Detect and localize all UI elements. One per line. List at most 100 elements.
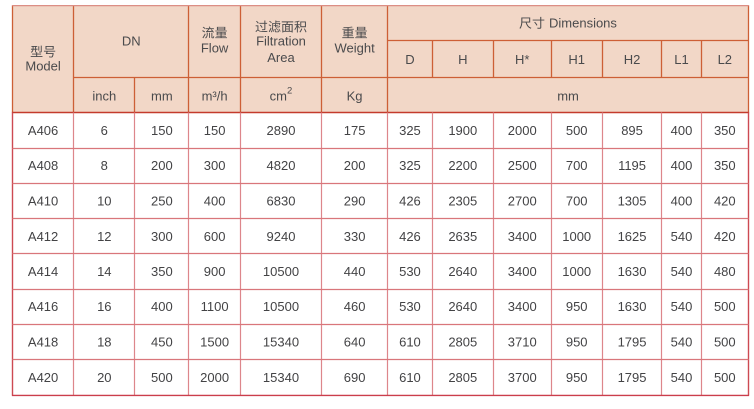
svg-text:250: 250 (151, 194, 173, 209)
svg-text:300: 300 (204, 158, 226, 173)
svg-text:325: 325 (399, 158, 421, 173)
svg-text:540: 540 (671, 335, 693, 350)
svg-text:10: 10 (97, 194, 111, 209)
svg-text:300: 300 (151, 229, 173, 244)
svg-text:2805: 2805 (448, 370, 477, 385)
svg-text:1625: 1625 (618, 229, 647, 244)
svg-text:1900: 1900 (448, 123, 477, 138)
svg-text:540: 540 (671, 370, 693, 385)
svg-text:540: 540 (671, 264, 693, 279)
svg-text:1000: 1000 (562, 229, 591, 244)
svg-text:A412: A412 (28, 229, 58, 244)
svg-text:350: 350 (714, 158, 736, 173)
svg-text:700: 700 (566, 158, 588, 173)
svg-text:1195: 1195 (618, 158, 646, 173)
svg-text:2635: 2635 (448, 229, 477, 244)
svg-text:175: 175 (344, 123, 366, 138)
svg-text:H*: H* (515, 52, 529, 67)
svg-text:610: 610 (399, 335, 421, 350)
svg-text:15340: 15340 (263, 335, 299, 350)
svg-text:L1: L1 (674, 52, 688, 67)
svg-text:9240: 9240 (267, 229, 296, 244)
svg-text:500: 500 (714, 335, 736, 350)
svg-text:2000: 2000 (508, 123, 537, 138)
svg-text:3400: 3400 (508, 264, 537, 279)
svg-text:4820: 4820 (267, 158, 296, 173)
svg-text:950: 950 (566, 370, 588, 385)
svg-text:Area: Area (267, 50, 295, 65)
svg-text:150: 150 (151, 123, 173, 138)
svg-text:480: 480 (714, 264, 736, 279)
svg-text:200: 200 (344, 158, 366, 173)
svg-text:12: 12 (97, 229, 111, 244)
svg-text:A416: A416 (28, 299, 58, 314)
svg-text:400: 400 (671, 158, 693, 173)
svg-text:3400: 3400 (508, 299, 537, 314)
svg-text:420: 420 (714, 194, 736, 209)
svg-text:426: 426 (399, 229, 421, 244)
svg-text:Filtration: Filtration (256, 34, 306, 49)
svg-text:3700: 3700 (508, 370, 537, 385)
svg-text:Flow: Flow (201, 41, 229, 56)
svg-text:2200: 2200 (448, 158, 477, 173)
svg-text:2640: 2640 (448, 299, 477, 314)
svg-text:950: 950 (566, 335, 588, 350)
svg-text:DN: DN (122, 34, 141, 49)
svg-text:inch: inch (92, 88, 116, 103)
svg-text:900: 900 (204, 264, 226, 279)
svg-text:A418: A418 (28, 335, 58, 350)
svg-text:A414: A414 (28, 264, 58, 279)
svg-text:1100: 1100 (201, 299, 229, 314)
svg-text:500: 500 (714, 370, 736, 385)
svg-text:3710: 3710 (508, 335, 537, 350)
svg-text:400: 400 (151, 299, 173, 314)
svg-text:200: 200 (151, 158, 173, 173)
svg-text:540: 540 (671, 299, 693, 314)
svg-text:10500: 10500 (263, 299, 299, 314)
svg-text:H2: H2 (624, 52, 641, 67)
svg-text:10500: 10500 (263, 264, 299, 279)
svg-text:440: 440 (344, 264, 366, 279)
svg-text:1305: 1305 (618, 194, 647, 209)
svg-text:1795: 1795 (618, 335, 647, 350)
svg-text:450: 450 (151, 335, 173, 350)
svg-text:20: 20 (97, 370, 111, 385)
svg-text:150: 150 (204, 123, 226, 138)
svg-text:3400: 3400 (508, 229, 537, 244)
svg-text:530: 530 (399, 264, 421, 279)
svg-text:6: 6 (101, 123, 108, 138)
svg-text:2890: 2890 (267, 123, 296, 138)
svg-text:8: 8 (101, 158, 108, 173)
svg-text:A410: A410 (28, 194, 58, 209)
svg-text:2640: 2640 (448, 264, 477, 279)
svg-text:L2: L2 (718, 52, 732, 67)
svg-text:1000: 1000 (562, 264, 591, 279)
svg-text:610: 610 (399, 370, 421, 385)
svg-text:2500: 2500 (508, 158, 537, 173)
svg-text:1795: 1795 (618, 370, 647, 385)
svg-text:330: 330 (344, 229, 366, 244)
svg-text:640: 640 (344, 335, 366, 350)
svg-text:690: 690 (344, 370, 366, 385)
svg-text:Weight: Weight (334, 41, 375, 56)
svg-text:1500: 1500 (200, 335, 229, 350)
svg-text:cm2: cm2 (270, 86, 293, 104)
svg-text:Model: Model (25, 59, 61, 74)
svg-text:500: 500 (151, 370, 173, 385)
svg-text:14: 14 (97, 264, 111, 279)
svg-text:325: 325 (399, 123, 421, 138)
svg-text:H: H (458, 52, 467, 67)
svg-text:500: 500 (714, 299, 736, 314)
svg-text:700: 700 (566, 194, 588, 209)
svg-text:6830: 6830 (267, 194, 296, 209)
svg-text:350: 350 (714, 123, 736, 138)
svg-text:Dimensions: Dimensions (549, 16, 617, 31)
svg-text:420: 420 (714, 229, 736, 244)
svg-text:400: 400 (671, 123, 693, 138)
svg-text:1630: 1630 (618, 264, 647, 279)
svg-text:1630: 1630 (618, 299, 647, 314)
svg-text:600: 600 (204, 229, 226, 244)
svg-text:15340: 15340 (263, 370, 299, 385)
svg-text:950: 950 (566, 299, 588, 314)
svg-text:290: 290 (344, 194, 366, 209)
